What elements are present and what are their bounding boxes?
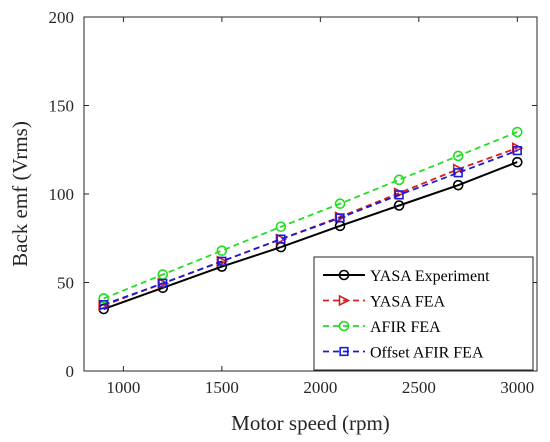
data-point-afir-fea	[452, 150, 464, 162]
legend-label-yasa-experiment: YASA Experiment	[370, 268, 490, 285]
legend-label-yasa-fea: YASA FEA	[370, 294, 446, 311]
x-tick-label: 3000	[500, 378, 534, 397]
data-point-offset-afir-fea	[99, 299, 109, 310]
y-tick-label: 0	[66, 362, 75, 381]
x-tick-label: 2000	[303, 378, 337, 397]
y-tick-label: 50	[57, 274, 74, 293]
axis-ticks: 1000 1500 2000 2500 3000 0 50 100 150 200	[49, 8, 537, 397]
y-tick-label: 100	[49, 185, 75, 204]
data-point-afir-fea	[216, 245, 228, 256]
series-offset-afir-fea	[99, 146, 522, 310]
legend-marker-yasa-experiment	[338, 269, 350, 281]
data-point-afir-fea	[275, 221, 287, 233]
x-tick-label: 2500	[402, 378, 436, 397]
x-tick-label: 1500	[205, 378, 239, 397]
legend-marker-yasa-fea	[338, 294, 351, 307]
data-point-offset-afir-fea	[512, 146, 522, 156]
series-line-afir-fea	[103, 131, 518, 300]
legend-marker-afir-fea	[338, 320, 350, 332]
data-point-afir-fea	[512, 126, 523, 138]
series-line-yasa-experiment	[103, 161, 518, 311]
data-point-offset-afir-fea	[276, 234, 286, 244]
x-tick-label: 1000	[106, 378, 140, 397]
series-line-offset-afir-fea	[103, 149, 518, 306]
data-point-yasa-experiment	[393, 200, 405, 211]
y-tick-label: 150	[49, 97, 75, 116]
legend-label-afir-fea: AFIR FEA	[370, 319, 441, 336]
data-point-yasa-experiment	[512, 156, 523, 168]
data-point-offset-afir-fea	[335, 213, 345, 223]
data-point-afir-fea	[334, 198, 346, 210]
data-point-offset-afir-fea	[217, 256, 227, 266]
data-point-offset-afir-fea	[394, 190, 404, 200]
plot-area	[98, 126, 524, 315]
data-point-offset-afir-fea	[453, 168, 463, 178]
series-afir-fea	[98, 126, 523, 304]
y-tick-label: 200	[49, 8, 75, 27]
legend-label-offset-afir-fea: Offset AFIR FEA	[370, 345, 484, 362]
legend: YASA Experiment YASA FEA AFIR FEA Offset AF…	[313, 256, 534, 371]
legend-box	[313, 256, 534, 371]
data-point-yasa-experiment	[452, 179, 464, 191]
legend-marker-offset-afir-fea	[339, 346, 349, 357]
x-axis-label: Motor speed (rpm)	[231, 411, 390, 435]
data-point-afir-fea	[393, 174, 405, 186]
data-point-afir-fea	[98, 293, 109, 304]
data-point-offset-afir-fea	[158, 278, 168, 289]
y-axis-label: Back emf (Vrms)	[8, 121, 32, 267]
